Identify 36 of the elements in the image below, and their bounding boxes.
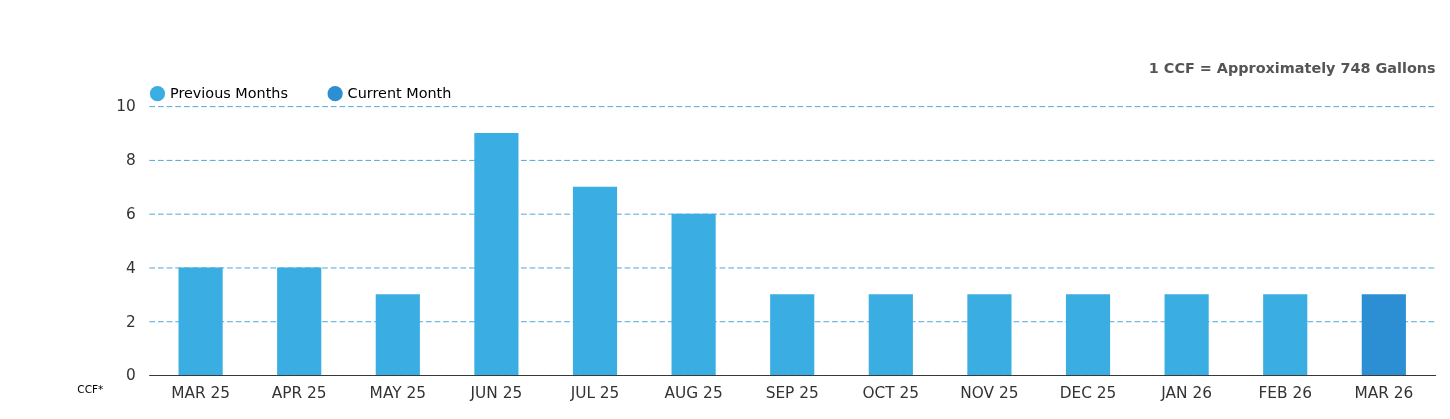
- y-tick-label: 0: [126, 366, 136, 385]
- bar: [277, 267, 322, 376]
- x-tick-label: APR 25: [271, 383, 327, 402]
- y-tick-label: 10: [116, 97, 136, 116]
- bar: [178, 267, 223, 376]
- x-tick-label: JUN 25: [469, 383, 523, 402]
- legend-label: Current Month: [347, 85, 452, 102]
- bar: [967, 294, 1012, 376]
- legend-label: Previous Months: [169, 85, 288, 102]
- x-tick-label: OCT 25: [862, 383, 920, 402]
- y-tick-label: 8: [126, 151, 136, 170]
- bar: [868, 294, 913, 376]
- bar: [474, 133, 519, 376]
- bar: [671, 213, 716, 376]
- y-axis-title: CCF*: [77, 382, 104, 395]
- x-tick-label: MAR 26: [1354, 383, 1414, 402]
- y-tick-label: 4: [126, 258, 136, 277]
- x-tick-label: JUL 25: [569, 383, 620, 402]
- x-tick-label: SEP 25: [765, 383, 819, 402]
- text: 1 CCF = Approximately 748 Gallons: [1148, 59, 1436, 76]
- bar: [1263, 294, 1308, 376]
- x-tick-label: DEC 25: [1059, 383, 1117, 402]
- bar: [770, 294, 815, 376]
- y-tick-label: 6: [126, 204, 136, 223]
- x-tick-label: AUG 25: [664, 383, 723, 402]
- x-tick-label: MAY 25: [369, 383, 427, 402]
- x-tick-label: NOV 25: [960, 383, 1019, 402]
- bar: [1361, 294, 1406, 376]
- bar: [572, 186, 618, 376]
- x-tick-label: FEB 26: [1258, 383, 1312, 402]
- y-tick-label: 2: [126, 312, 136, 331]
- bar: [1164, 294, 1209, 376]
- x-tick-label: JAN 26: [1160, 383, 1212, 402]
- bar: [375, 294, 420, 376]
- x-tick-label: MAR 25: [171, 383, 231, 402]
- bar: [1065, 294, 1111, 376]
